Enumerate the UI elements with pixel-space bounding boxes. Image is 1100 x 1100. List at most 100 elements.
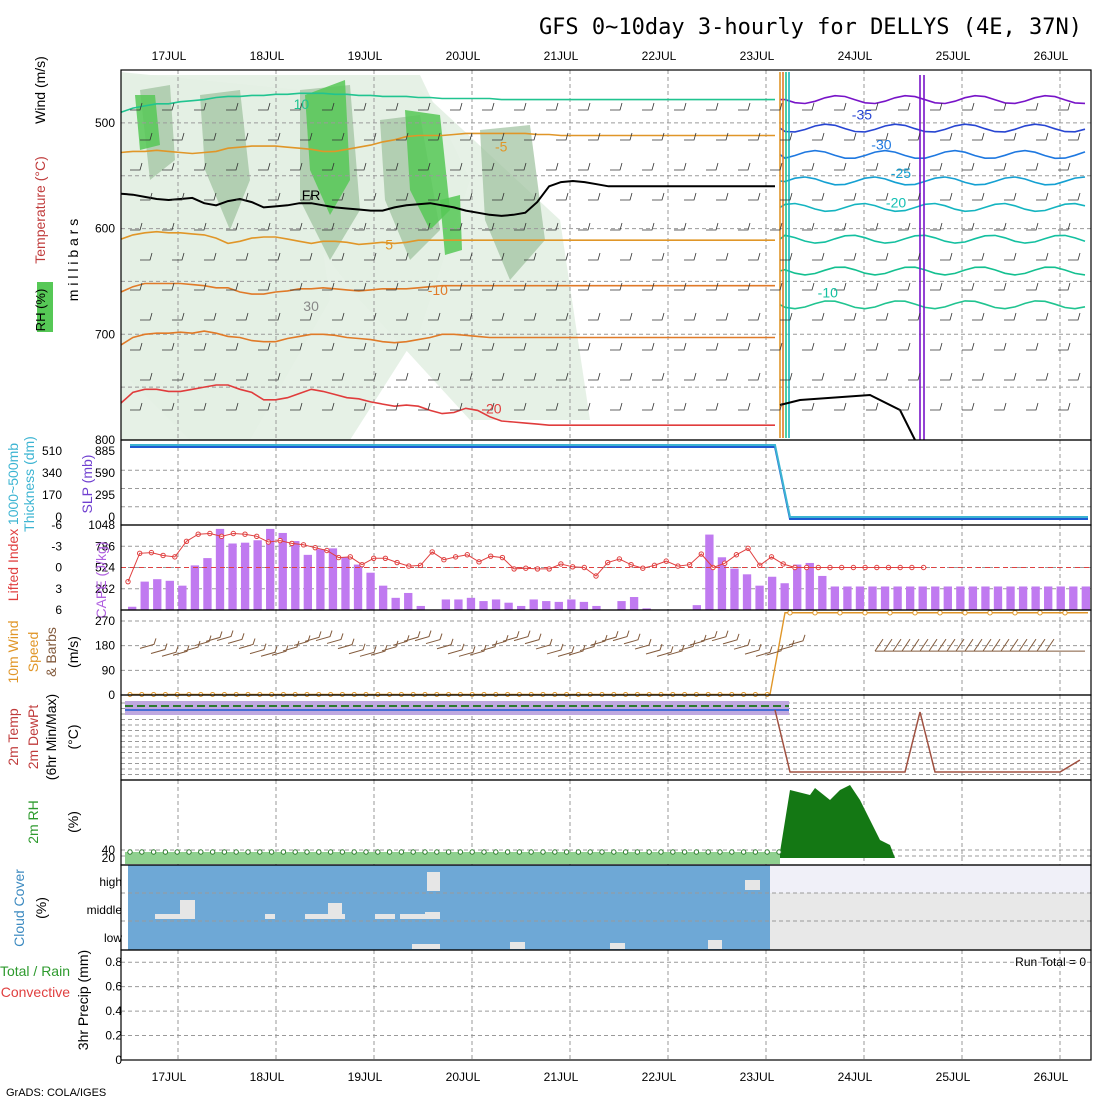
rh-pt-54 [764,849,770,855]
sfc-barb-r-5 [919,638,929,652]
wind-barb-10-6 [322,402,335,411]
sfc-barb-r-6 [928,638,938,652]
sfc-barb-14 [293,635,311,646]
sfc-barb-30 [469,644,487,656]
wind-barb-9-5 [300,372,313,381]
cape-bar-29 [491,599,501,610]
wind-barb-5-22 [844,252,857,261]
wind-barb-8-22 [834,342,847,351]
sfc-barb-45 [634,638,652,650]
sfc-barb-r-10 [964,638,974,652]
cloud-bar-2 [265,914,275,919]
rh-tick-20: 20 [102,851,116,865]
wind-barb-10-8 [386,402,399,411]
wind-barb-6-23 [866,282,879,291]
wind-barb-2-18 [706,162,719,171]
wind-barb-1-1 [172,132,185,141]
wind-barb-0-5 [290,102,303,111]
cape-bar-60 [880,586,890,610]
sfc-barb-13 [282,640,300,652]
wind-barb-2-9 [418,162,431,171]
wind-barb-7-26 [972,312,985,321]
cape-bar-39 [617,601,626,610]
wind-barb-7-4 [268,312,281,321]
contour-label-3: 5 [385,237,393,253]
rh-pt-37 [563,849,570,855]
rh-pt-23 [398,849,405,855]
cloud-bar-12 [708,940,722,949]
wind-barb-6-15 [610,282,623,291]
wind-barb-1-23 [876,132,889,141]
date-bottom-7: 24JUL [838,1070,873,1084]
wind-barb-7-20 [780,312,793,321]
sfc-barb-27 [436,638,454,650]
sfc-barb-26 [425,633,443,645]
wind-barb-1-5 [300,132,313,141]
wind-barb-7-28 [1036,312,1049,321]
wind-barb-5-9 [428,252,441,261]
wind-label-2: Speed [25,632,41,672]
wind-barb-6-29 [1058,282,1071,291]
sfc-barb-33 [502,631,520,642]
slp-tick-3: 0 [108,510,115,524]
temp-label-3: (6hr Min/Max) [43,694,59,780]
slp-tick-1: 590 [95,466,115,480]
wind-barb-0-4 [258,102,271,111]
wind-barb-7-7 [364,312,377,321]
sfc-barb-r-8 [946,638,956,652]
wind-barb-10-12 [514,402,527,411]
wind-barb-3-20 [780,192,793,201]
rh-pt-45 [658,849,664,855]
wind-barb-5-27 [1004,252,1017,261]
wind-barb-2-15 [610,162,623,171]
cape-bar-26 [454,599,463,610]
cape-bar-33 [542,601,551,610]
cape-bar-28 [479,601,488,610]
wind-barb-6-14 [578,282,591,291]
precip-label-1: Total / Rain [0,963,70,979]
wind-barb-0-11 [482,102,495,111]
cape-bar-23 [416,605,425,610]
wind-barb-1-10 [460,132,473,141]
wind-barb-3-21 [812,192,825,201]
sfc-barb-44 [623,633,641,645]
wind-barb-8-2 [194,342,207,351]
wind-barb-1-13 [556,132,569,141]
sfc-barb-36 [535,638,553,650]
rh-pt-30 [481,849,487,855]
date-bottom-2: 19JUL [348,1070,383,1084]
wind-barb-3-4 [268,192,281,201]
contour-label-7: -35 [852,107,872,123]
wind-barb-9-7 [364,372,377,381]
right-contour-3 [779,176,1086,186]
cape-bar-12 [278,532,287,610]
wind-barb-4-18 [706,222,719,231]
pressure-tick-2: 700 [95,327,115,341]
wind-barb-5-1 [172,252,185,261]
wind-barb-6-16 [642,282,655,291]
contour-label-9: -25 [891,165,911,181]
wind-barb-8-26 [962,342,975,351]
wind-barb-6-21 [802,282,815,291]
sfc-barb-5 [194,635,212,647]
right-contour-5 [779,234,1086,244]
rh-pt-0 [127,849,133,855]
wind-barb-7-10 [460,312,473,321]
rh-shade-dark-0 [200,90,250,230]
chart-layers: 50060070080010-5FR5-1030-20-35-30-25-20-… [0,49,1092,1084]
sfc-barb-52 [711,630,729,642]
wind-barb-3-9 [428,192,441,201]
wind-barb-3-10 [460,192,473,201]
sfc-barb-53 [722,633,740,645]
precip-tick-3: 0.2 [105,1029,122,1043]
wind-barb-1-26 [972,132,985,141]
wind-barb-5-13 [556,252,569,261]
contour-label-4: -10 [428,282,448,298]
sfc-barb-34 [513,630,531,642]
wind-barb-4-25 [930,222,943,231]
sfc-barb-15 [304,631,322,642]
wind-barb-2-5 [290,162,303,171]
cape-bar-52 [780,583,789,610]
cloud-bar-1 [180,900,195,919]
sfc-barb-40 [579,640,597,652]
